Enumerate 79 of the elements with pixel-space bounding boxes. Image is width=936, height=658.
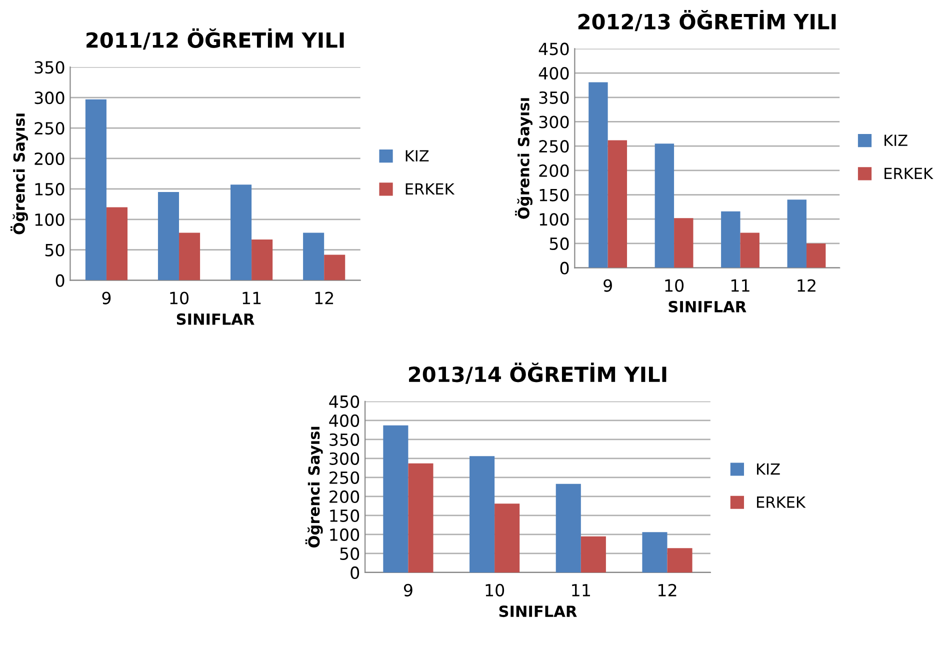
- y-tick-label: 350: [34, 61, 64, 74]
- legend-label: ERKEK: [406, 183, 455, 194]
- y-tick-label: 250: [539, 140, 569, 153]
- y-tick-label: 150: [35, 182, 64, 196]
- x-tick-label: 9: [404, 584, 412, 596]
- bar: [324, 254, 346, 280]
- y-tick-label: 400: [329, 414, 360, 427]
- bar: [383, 425, 408, 572]
- y-tick-label: 450: [538, 42, 569, 56]
- legend-label: ERKEK: [757, 496, 806, 508]
- y-axis-title: Öğrenci Sayısı: [515, 98, 532, 219]
- y-tick-label: 200: [330, 490, 360, 503]
- y-tick-label: 0: [56, 274, 64, 287]
- x-tick-label: 11: [731, 279, 750, 292]
- y-tick-label: 0: [560, 262, 569, 274]
- bar: [230, 184, 252, 280]
- x-tick-label: 9: [102, 292, 111, 304]
- bar: [252, 239, 273, 280]
- y-tick-label: 150: [330, 509, 360, 522]
- bar: [740, 232, 760, 268]
- y-tick-label: 350: [330, 433, 360, 446]
- x-axis-title: SINIFLAR: [499, 606, 577, 618]
- y-tick-label: 50: [45, 244, 64, 256]
- x-tick-label: 11: [572, 584, 590, 596]
- y-axis-title: Öğrenci Sayısı: [305, 426, 323, 548]
- bar: [667, 548, 692, 572]
- bar: [642, 532, 668, 572]
- chart-title: 2011/12 ÖĞRETİM YILI: [86, 28, 344, 50]
- legend-label: KIZ: [757, 463, 780, 475]
- bar: [556, 484, 581, 572]
- x-tick-label: 9: [604, 279, 612, 292]
- y-tick-label: 100: [35, 213, 64, 226]
- bar: [303, 232, 324, 280]
- y-tick-label: 450: [329, 395, 360, 408]
- y-axis-title: Öğrenci Sayısı: [10, 114, 28, 234]
- y-tick-label: 50: [550, 237, 569, 250]
- y-tick-label: 200: [34, 152, 64, 166]
- bar: [158, 192, 180, 280]
- x-tick-label: 11: [242, 292, 261, 304]
- x-tick-label: 10: [665, 279, 684, 292]
- y-tick-label: 400: [538, 67, 569, 80]
- bar: [806, 243, 826, 268]
- legend-label: KIZ: [884, 134, 908, 146]
- bar: [470, 456, 495, 572]
- x-tick-label: 10: [486, 584, 504, 596]
- y-tick-label: 50: [340, 547, 360, 560]
- x-tick-label: 12: [315, 292, 334, 304]
- bar: [494, 504, 520, 572]
- bar: [106, 207, 128, 280]
- x-tick-label: 12: [798, 279, 816, 292]
- y-tick-label: 250: [34, 122, 64, 135]
- bar: [787, 200, 806, 268]
- bar: [608, 140, 628, 268]
- chart-title: 2012/13 ÖĞRETİM YILI: [578, 10, 836, 32]
- y-tick-label: 250: [330, 471, 360, 484]
- y-tick-label: 200: [539, 164, 569, 177]
- bar: [588, 82, 608, 268]
- legend-label: KIZ: [406, 150, 429, 162]
- x-axis-title: SINIFLAR: [668, 300, 746, 312]
- y-tick-label: 100: [330, 528, 360, 542]
- bar: [674, 218, 694, 268]
- chart-title: 2013/14 ÖĞRETİM YILI: [409, 362, 666, 384]
- y-tick-label: 0: [350, 566, 360, 580]
- legend-label: ERKEK: [884, 168, 934, 180]
- bar: [654, 144, 674, 268]
- x-tick-label: 10: [170, 292, 189, 304]
- bar: [408, 463, 434, 572]
- bar: [85, 99, 106, 280]
- bar: [721, 211, 740, 268]
- y-tick-label: 300: [539, 116, 569, 128]
- y-tick-label: 300: [330, 452, 360, 465]
- x-tick-label: 12: [658, 584, 676, 596]
- y-tick-label: 150: [540, 188, 569, 202]
- x-axis-title: SINIFLAR: [176, 313, 254, 325]
- y-tick-label: 300: [34, 92, 64, 104]
- y-tick-label: 100: [540, 213, 569, 226]
- y-tick-label: 350: [539, 91, 569, 104]
- bar: [179, 232, 200, 280]
- bar: [580, 536, 606, 572]
